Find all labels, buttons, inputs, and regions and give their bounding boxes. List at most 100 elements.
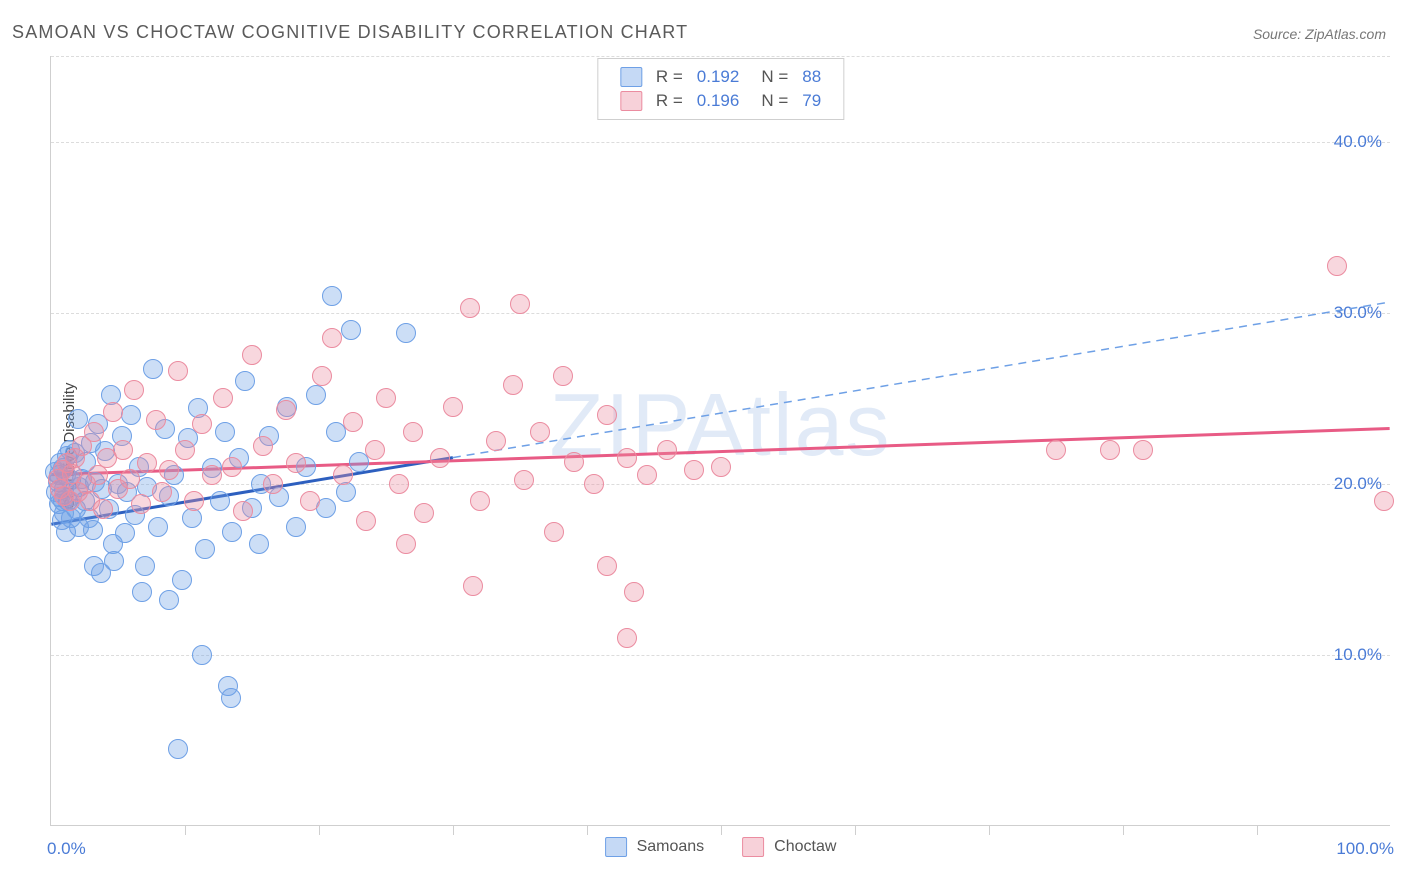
- scatter-point-choctaw: [530, 422, 550, 442]
- x-tick: [855, 825, 856, 835]
- scatter-point-choctaw: [564, 452, 584, 472]
- scatter-point-choctaw: [286, 453, 306, 473]
- scatter-point-samoans: [396, 323, 416, 343]
- scatter-point-samoans: [322, 286, 342, 306]
- scatter-point-samoans: [336, 482, 356, 502]
- legend-swatch-icon: [605, 837, 627, 857]
- scatter-point-choctaw: [222, 457, 242, 477]
- legend-swatch-icon: [742, 837, 764, 857]
- scatter-point-samoans: [148, 517, 168, 537]
- scatter-point-samoans: [222, 522, 242, 542]
- scatter-point-choctaw: [430, 448, 450, 468]
- legend-label-choctaw: Choctaw: [774, 838, 836, 856]
- scatter-point-choctaw: [414, 503, 434, 523]
- scatter-point-choctaw: [184, 491, 204, 511]
- scatter-point-samoans: [221, 688, 241, 708]
- scatter-point-choctaw: [597, 405, 617, 425]
- scatter-point-choctaw: [443, 397, 463, 417]
- scatter-point-choctaw: [389, 474, 409, 494]
- scatter-point-choctaw: [597, 556, 617, 576]
- scatter-point-choctaw: [657, 440, 677, 460]
- legend-swatch-choctaw: [620, 91, 642, 111]
- scatter-point-choctaw: [503, 375, 523, 395]
- scatter-point-samoans: [168, 739, 188, 759]
- scatter-point-choctaw: [584, 474, 604, 494]
- scatter-point-choctaw: [253, 436, 273, 456]
- scatter-point-choctaw: [460, 298, 480, 318]
- scatter-point-choctaw: [514, 470, 534, 490]
- legend-label-samoans: Samoans: [637, 838, 705, 856]
- scatter-point-choctaw: [124, 380, 144, 400]
- scatter-point-choctaw: [213, 388, 233, 408]
- plot-area: ZIPAtlas R = 0.192 N = 88 R = 0.196 N = …: [50, 56, 1390, 826]
- scatter-point-samoans: [210, 491, 230, 511]
- scatter-point-choctaw: [88, 465, 108, 485]
- scatter-point-choctaw: [152, 482, 172, 502]
- scatter-point-samoans: [306, 385, 326, 405]
- scatter-point-samoans: [249, 534, 269, 554]
- scatter-point-choctaw: [463, 576, 483, 596]
- x-axis-max-label: 100.0%: [1336, 839, 1394, 859]
- scatter-point-samoans: [341, 320, 361, 340]
- scatter-point-choctaw: [376, 388, 396, 408]
- scatter-point-choctaw: [312, 366, 332, 386]
- scatter-point-samoans: [135, 556, 155, 576]
- scatter-point-choctaw: [333, 465, 353, 485]
- legend-swatch-samoans: [620, 67, 642, 87]
- scatter-point-choctaw: [159, 460, 179, 480]
- scatter-point-choctaw: [553, 366, 573, 386]
- scatter-point-choctaw: [93, 499, 113, 519]
- scatter-point-choctaw: [113, 440, 133, 460]
- scatter-point-samoans: [195, 539, 215, 559]
- scatter-point-choctaw: [1374, 491, 1394, 511]
- x-tick: [587, 825, 588, 835]
- scatter-point-choctaw: [637, 465, 657, 485]
- scatter-point-choctaw: [365, 440, 385, 460]
- scatter-point-choctaw: [356, 511, 376, 531]
- scatter-point-samoans: [172, 570, 192, 590]
- scatter-point-choctaw: [403, 422, 423, 442]
- legend-row-choctaw: R = 0.196 N = 79: [620, 89, 821, 113]
- scatter-point-choctaw: [1100, 440, 1120, 460]
- scatter-point-samoans: [143, 359, 163, 379]
- scatter-point-choctaw: [84, 422, 104, 442]
- scatter-point-samoans: [132, 582, 152, 602]
- scatter-point-choctaw: [168, 361, 188, 381]
- x-axis-min-label: 0.0%: [47, 839, 86, 859]
- scatter-point-choctaw: [1133, 440, 1153, 460]
- scatter-point-choctaw: [343, 412, 363, 432]
- scatter-point-choctaw: [711, 457, 731, 477]
- scatter-point-choctaw: [120, 469, 140, 489]
- n-value-choctaw: 79: [802, 91, 821, 111]
- scatter-point-samoans: [192, 645, 212, 665]
- n-value-samoans: 88: [802, 67, 821, 87]
- x-tick: [989, 825, 990, 835]
- scatter-point-choctaw: [322, 328, 342, 348]
- scatter-point-choctaw: [510, 294, 530, 314]
- legend-row-samoans: R = 0.192 N = 88: [620, 65, 821, 89]
- chart-title: SAMOAN VS CHOCTAW COGNITIVE DISABILITY C…: [12, 22, 688, 43]
- x-tick: [1123, 825, 1124, 835]
- scatter-point-samoans: [159, 590, 179, 610]
- scatter-point-choctaw: [617, 448, 637, 468]
- scatter-point-samoans: [235, 371, 255, 391]
- scatter-point-choctaw: [146, 410, 166, 430]
- scatter-point-choctaw: [131, 494, 151, 514]
- scatter-point-samoans: [286, 517, 306, 537]
- scatter-point-choctaw: [192, 414, 212, 434]
- legend-item-choctaw: Choctaw: [742, 837, 836, 857]
- scatter-point-choctaw: [175, 440, 195, 460]
- scatter-point-choctaw: [233, 501, 253, 521]
- scatter-point-choctaw: [624, 582, 644, 602]
- scatter-point-samoans: [121, 405, 141, 425]
- scatter-point-samoans: [115, 523, 135, 543]
- scatter-point-choctaw: [1327, 256, 1347, 276]
- x-tick: [453, 825, 454, 835]
- r-value-samoans: 0.192: [697, 67, 740, 87]
- scatter-point-choctaw: [396, 534, 416, 554]
- scatter-point-choctaw: [617, 628, 637, 648]
- scatter-point-choctaw: [276, 400, 296, 420]
- x-tick: [1257, 825, 1258, 835]
- scatter-point-samoans: [182, 508, 202, 528]
- scatter-point-choctaw: [470, 491, 490, 511]
